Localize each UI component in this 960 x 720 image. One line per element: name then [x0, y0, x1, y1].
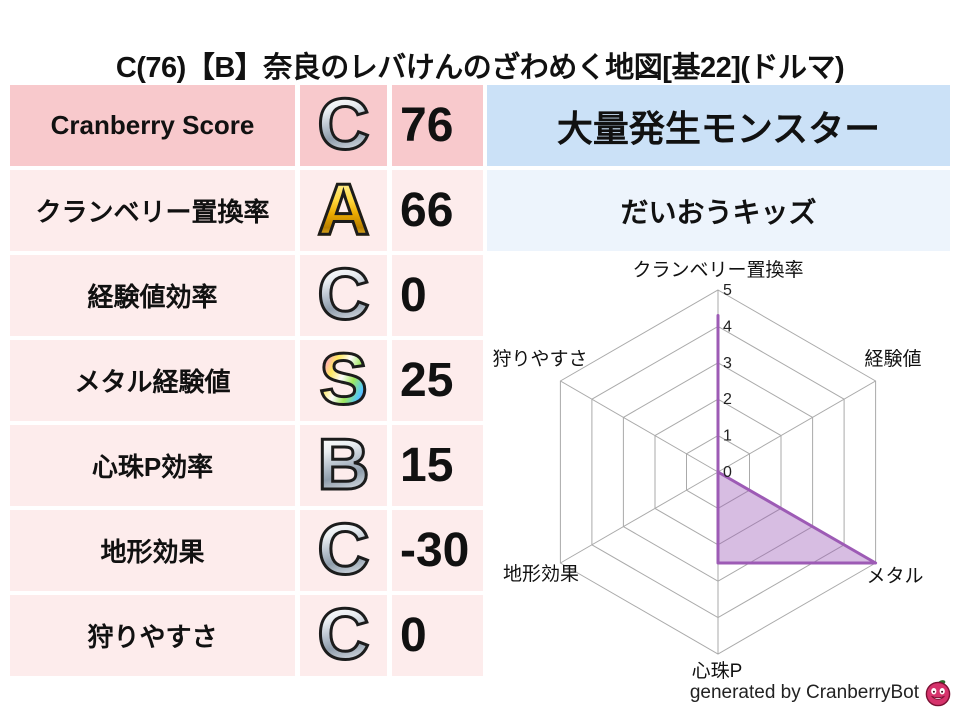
radar-tick-label: 1	[723, 428, 732, 445]
radar-axis-label: 地形効果	[503, 563, 579, 585]
monster-panel: 大量発生モンスター だいおうキッズ	[487, 85, 950, 251]
radar-tick-label: 2	[723, 391, 732, 408]
page-title: C(76)【B】奈良のレバけんのざわめく地図[基22](ドルマ)	[115, 52, 845, 84]
cranberrybot-icon	[925, 680, 951, 707]
grade-letter: S	[318, 340, 369, 421]
radar-axis-label: メタル	[866, 565, 923, 587]
score-row-value: 76	[392, 85, 483, 166]
grade-letter: C	[316, 255, 371, 336]
score-row-label: Cranberry Score	[10, 85, 295, 166]
radar-axis-line	[560, 471, 719, 564]
grade-letter: C	[316, 510, 371, 591]
score-row-value: 15	[392, 425, 483, 506]
grade-badge: C	[300, 510, 387, 591]
monster-name: だいおうキッズ	[487, 170, 950, 251]
score-row-label: 狩りやすさ	[10, 595, 295, 676]
credit: generated by CranberryBot	[690, 677, 952, 709]
radar-data-polygon	[716, 314, 878, 565]
score-row-label: 心珠P効率	[10, 425, 295, 506]
score-table: Cranberry Score C 76 クランベリー置換率 A 66 経験値効…	[10, 85, 483, 676]
grade-badge: C	[300, 255, 387, 336]
score-row-label: 経験値効率	[10, 255, 295, 336]
grade-badge: S	[300, 340, 387, 421]
grade-letter: C	[316, 595, 371, 676]
monster-panel-header: 大量発生モンスター	[487, 85, 950, 166]
radar-tick-label: 5	[723, 282, 732, 299]
radar-axis-label: 経験値	[864, 348, 921, 370]
grade-letter: A	[316, 170, 371, 251]
score-row-value: 0	[392, 255, 483, 336]
radar-tick-label: 0	[723, 464, 732, 481]
radar-tick-label: 3	[723, 355, 732, 372]
score-row-label: 地形効果	[10, 510, 295, 591]
score-row-label: メタル経験値	[10, 340, 295, 421]
radar-axis-label: 狩りやすさ	[492, 348, 587, 370]
credit-text: generated by CranberryBot	[689, 682, 919, 703]
grade-badge: B	[300, 425, 387, 506]
radar-axis-label: 心珠P	[692, 660, 743, 682]
score-row-value: 66	[392, 170, 483, 251]
radar-axis-line	[560, 380, 719, 473]
grade-badge: C	[300, 595, 387, 676]
radar-axis-line	[717, 380, 876, 473]
radar-tick-label: 4	[723, 318, 732, 335]
radar-axis-label: クランベリー置換率	[632, 259, 803, 281]
grade-letter: C	[316, 85, 371, 166]
grade-badge: C	[300, 85, 387, 166]
score-row-value: 0	[392, 595, 483, 676]
score-row-value: 25	[392, 340, 483, 421]
score-row-label: クランベリー置換率	[10, 170, 295, 251]
radar-chart-container: 0 1 2 3 4 5 クランベリー置換率経験値メタル心珠P 地形効果 狩りやすさ	[480, 255, 950, 720]
grade-badge: A	[300, 170, 387, 251]
score-row-value: -30	[392, 510, 483, 591]
grade-letter: B	[316, 425, 371, 506]
